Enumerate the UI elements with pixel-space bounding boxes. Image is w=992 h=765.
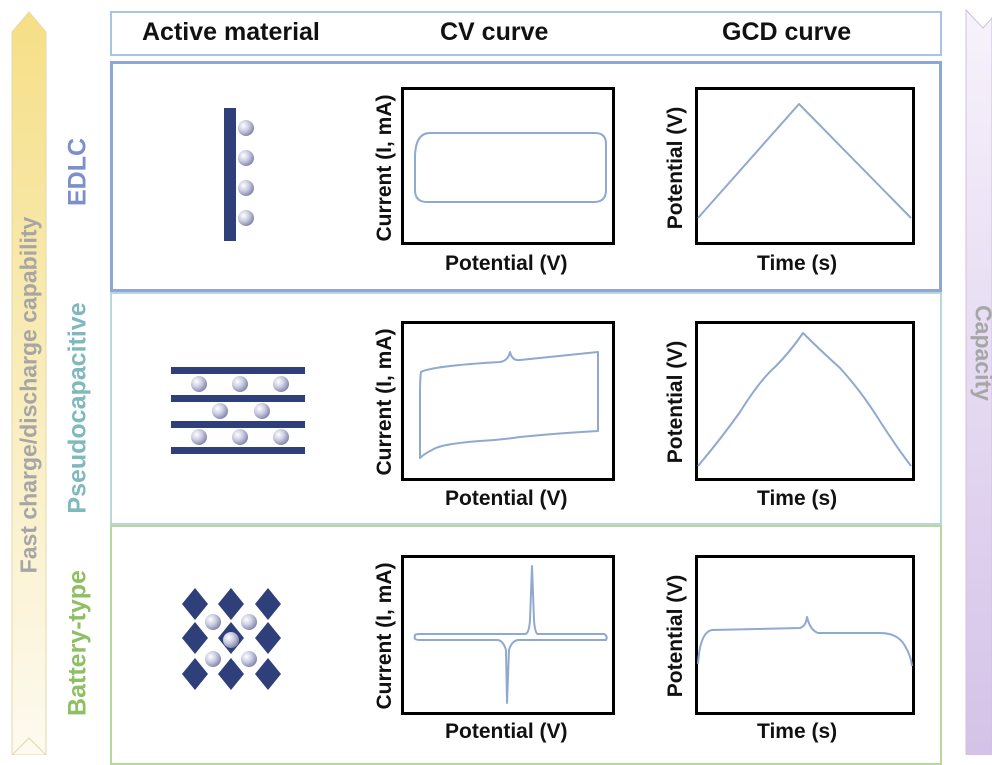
gcd-xlabel-pseudo: Time (s)	[757, 487, 837, 511]
gcd-ylabel-pseudo: Potential (V)	[664, 341, 688, 464]
cv-curve-edlc	[415, 133, 606, 202]
cv-curve-pseudo	[420, 352, 598, 458]
cv-ylabel-battery: Current (I, mA)	[373, 563, 397, 710]
cv-ylabel-pseudo: Current (I, mA)	[373, 329, 397, 476]
cv-ylabel-edlc: Current (I, mA)	[373, 95, 397, 242]
gcd-curve-battery	[698, 617, 912, 666]
cv-xlabel-battery: Potential (V)	[445, 720, 568, 744]
cv-curve-battery	[415, 566, 607, 703]
gcd-curve-pseudo	[698, 333, 911, 466]
gcd-ylabel-edlc: Potential (V)	[664, 107, 688, 230]
gcd-xlabel-edlc: Time (s)	[757, 252, 837, 276]
cv-xlabel-pseudo: Potential (V)	[445, 487, 568, 511]
cv-xlabel-edlc: Potential (V)	[445, 252, 568, 276]
gcd-curve-edlc	[698, 104, 911, 218]
gcd-ylabel-battery: Potential (V)	[664, 575, 688, 698]
gcd-xlabel-battery: Time (s)	[757, 720, 837, 744]
